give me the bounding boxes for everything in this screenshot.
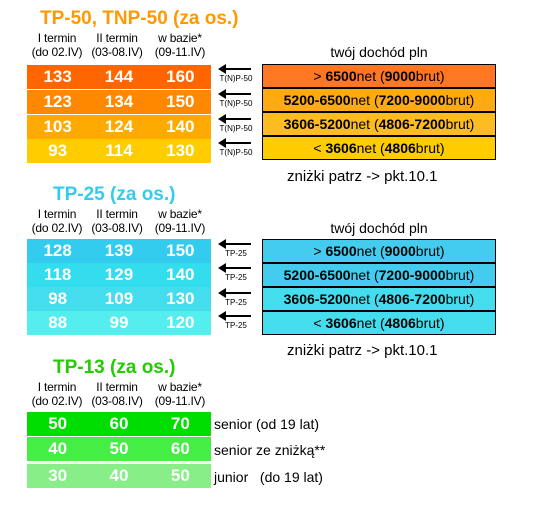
price-cell: 150 — [166, 241, 195, 260]
price-cell: 50 — [170, 466, 190, 485]
price-cell: 40 — [109, 466, 129, 485]
tp25-price-row: 98 109 130 — [27, 287, 211, 311]
price-cell: 123 — [43, 92, 72, 111]
price-cell: 88 — [48, 313, 68, 332]
arrow-left-icon: TP-25 — [214, 262, 258, 284]
tp13-title: TP-13 (za os.) — [53, 357, 176, 378]
term-header-3: w bazie* (09-11.IV) — [154, 380, 206, 408]
income-bracket: 5200-6500net (7200-9000brut) — [262, 88, 496, 112]
price-cell: 160 — [166, 67, 195, 86]
category-label-senior: senior (od 19 lat) — [214, 416, 320, 432]
income-bracket: > 6500net (9000brut) — [262, 239, 496, 263]
term-header-2: II termin (03-08.IV) — [91, 31, 143, 59]
price-cell: 150 — [166, 92, 195, 111]
income-bracket: 5200-6500net (7200-9000brut) — [262, 263, 496, 287]
arrow-left-icon: T(N)P-50 — [214, 88, 258, 110]
price-cell: 130 — [166, 141, 195, 160]
price-cell: 133 — [43, 67, 72, 86]
category-label-senior-discount: senior ze zniżką** — [214, 442, 326, 458]
price-cell: 60 — [109, 414, 129, 433]
income-bracket: < 3606net (4806brut) — [262, 136, 496, 160]
income-bracket: 3606-5200net (4806-7200brut) — [262, 112, 496, 136]
price-cell: 103 — [43, 117, 72, 136]
term-header-3: w bazie* (09-11.IV) — [154, 31, 206, 59]
price-cell: 128 — [43, 241, 72, 260]
tp50-title: TP-50, TNP-50 (za os.) — [40, 8, 239, 29]
price-cell: 40 — [48, 439, 68, 458]
arrow-left-icon: T(N)P-50 — [214, 63, 258, 85]
tp50-price-row: 123 134 150 — [27, 90, 211, 114]
discount-note: zniżki patrz -> pkt.10.1 — [287, 168, 438, 185]
price-cell: 144 — [104, 67, 134, 86]
price-cell: 129 — [104, 265, 134, 284]
tp13-price-row: 50 60 70 — [27, 412, 211, 436]
arrow-left-icon: TP-25 — [214, 287, 258, 309]
arrow-left-icon: T(N)P-50 — [214, 137, 258, 159]
term-header-3: w bazie* (09-11.IV) — [154, 207, 206, 235]
price-cell: 140 — [166, 117, 195, 136]
category-label-junior: junior (do 19 lat) — [214, 469, 323, 485]
price-cell: 109 — [104, 289, 134, 308]
tp25-price-row: 128 139 150 — [27, 239, 211, 263]
price-cell: 114 — [105, 141, 133, 160]
arrow-left-icon: TP-25 — [214, 310, 258, 332]
price-cell: 134 — [104, 92, 134, 111]
price-cell: 124 — [104, 117, 134, 136]
tp50-price-row: 133 144 160 — [27, 65, 211, 89]
tp50-price-row: 103 124 140 — [27, 115, 211, 139]
tp25-price-row: 118 129 140 — [27, 263, 211, 287]
price-cell: 50 — [109, 439, 129, 458]
price-cell: 50 — [48, 414, 68, 433]
income-header: twój dochód pln — [330, 44, 428, 60]
term-header-1: I termin (do 02.IV) — [31, 207, 83, 235]
tp25-title: TP-25 (za os.) — [53, 184, 176, 205]
term-header-1: I termin (do 02.IV) — [31, 380, 83, 408]
income-bracket: 3606-5200net (4806-7200brut) — [262, 287, 496, 311]
term-header-2: II termin (03-08.IV) — [91, 380, 143, 408]
income-header: twój dochód pln — [330, 220, 428, 236]
price-cell: 140 — [166, 265, 195, 284]
tp50-price-row: 93 114 130 — [27, 139, 211, 163]
tp13-price-row: 40 50 60 — [27, 437, 211, 461]
income-bracket: < 3606net (4806brut) — [262, 311, 496, 335]
income-bracket: > 6500net (9000brut) — [262, 64, 496, 88]
price-cell: 130 — [166, 289, 195, 308]
price-cell: 93 — [48, 141, 68, 160]
term-header-2: II termin (03-08.IV) — [91, 207, 143, 235]
price-cell: 120 — [166, 313, 195, 332]
price-cell: 60 — [170, 439, 190, 458]
arrow-left-icon: TP-25 — [214, 238, 258, 260]
arrow-left-icon: T(N)P-50 — [214, 113, 258, 135]
term-header-1: I termin (do 02.IV) — [31, 31, 83, 59]
price-cell: 99 — [109, 313, 129, 332]
price-cell: 70 — [170, 414, 190, 433]
price-cell: 30 — [48, 466, 68, 485]
tp25-price-row: 88 99 120 — [27, 311, 211, 335]
price-cell: 98 — [48, 289, 68, 308]
discount-note: zniżki patrz -> pkt.10.1 — [287, 342, 438, 359]
price-cell: 139 — [104, 241, 134, 260]
price-cell: 118 — [43, 265, 72, 284]
tp13-price-row: 30 40 50 — [27, 464, 211, 488]
